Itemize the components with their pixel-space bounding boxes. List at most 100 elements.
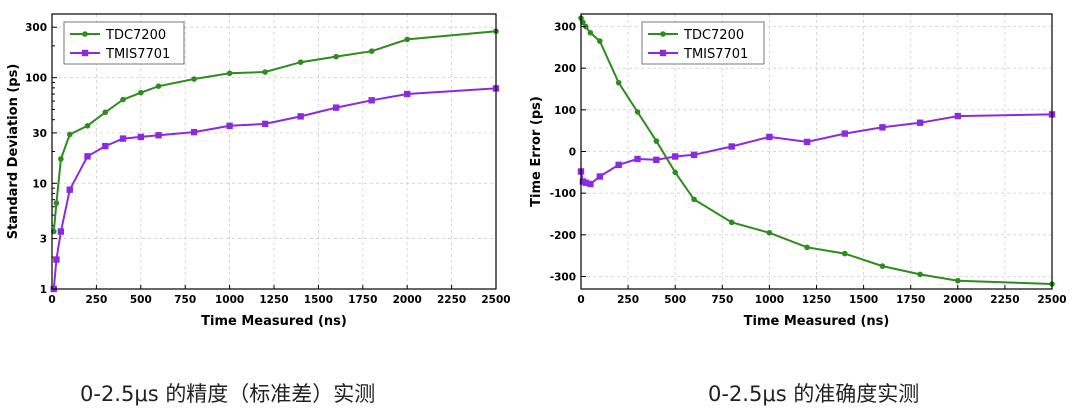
x-tick-label: 2500 — [481, 294, 510, 306]
data-point-tdc7200 — [728, 219, 735, 226]
y-tick-label: 200 — [554, 63, 576, 75]
data-point-tdc7200 — [262, 69, 268, 75]
x-tick-label: 1000 — [755, 294, 784, 306]
data-point-tmis7701 — [634, 155, 641, 163]
y-tick-label: 30 — [32, 128, 47, 140]
data-point-tmis7701 — [57, 228, 65, 235]
data-point-tdc7200 — [691, 196, 697, 203]
data-point-tdc7200 — [155, 83, 162, 89]
charts-canvas: 0 250 500 750 1000 1250 1500 1750 2000 2250 250013… — [6, 13, 1067, 329]
data-point-tmis7701 — [53, 256, 60, 263]
data-point-tmis7701 — [582, 179, 589, 186]
x-tick-label: 2500 — [1037, 294, 1066, 306]
y-tick-label: 100 — [554, 105, 576, 117]
data-point-tmis7701 — [137, 133, 144, 141]
y-axis-label: Time Error (ps) — [529, 96, 544, 207]
data-point-tmis7701 — [102, 142, 109, 150]
x-tick-label: 1000 — [215, 294, 244, 306]
data-point-tdc7200 — [191, 76, 197, 82]
data-point-tmis7701 — [226, 122, 233, 130]
x-tick-label: 1750 — [348, 294, 377, 306]
legend-label-tmis7701: TMIS7701 — [683, 47, 748, 62]
legend-label-tdc7200: TDC7200 — [105, 28, 166, 43]
data-point-tdc7200 — [333, 53, 339, 60]
data-point-tmis7701 — [653, 156, 660, 164]
x-tick-label: 0 — [577, 294, 584, 306]
y-tick-label: -200 — [550, 230, 576, 242]
legend-box — [641, 21, 765, 65]
data-point-tmis7701 — [155, 132, 162, 139]
data-point-tdc7200 — [766, 229, 773, 236]
legend-label-tmis7701: TMIS7701 — [105, 47, 170, 62]
data-point-tmis7701 — [672, 153, 679, 160]
data-point-tdc7200 — [58, 156, 64, 162]
x-tick-label: 1500 — [849, 294, 878, 306]
data-point-tdc7200 — [653, 138, 660, 144]
data-point-tmis7701 — [879, 124, 886, 131]
data-point-tdc7200 — [297, 59, 304, 65]
data-point-tdc7200 — [368, 48, 375, 54]
data-point-tdc7200 — [66, 131, 73, 138]
y-tick-label: 300 — [554, 22, 576, 34]
data-point-tdc7200 — [138, 89, 144, 96]
legend-label-tdc7200: TDC7200 — [683, 28, 744, 43]
data-point-tdc7200 — [672, 169, 678, 176]
data-point-tdc7200 — [804, 244, 810, 251]
data-point-tdc7200 — [587, 29, 594, 36]
legend-marker-tmis7701 — [81, 49, 89, 57]
data-point-tmis7701 — [728, 143, 735, 150]
caption-accuracy: 0-2.5μs 的准确度实测 — [708, 382, 920, 406]
data-point-tmis7701 — [119, 135, 127, 142]
y-axis-label: Standard Deviation (ps) — [6, 64, 21, 240]
x-axis-label: Time Measured (ns) — [744, 314, 890, 329]
chart-time-error: 0 250 500 750 1000 1250 1500 1750 2000 2250 250030… — [529, 13, 1067, 329]
data-point-tmis7701 — [190, 128, 198, 136]
data-point-tmis7701 — [690, 151, 698, 159]
y-tick-label: 3 — [40, 234, 47, 246]
data-point-tdc7200 — [955, 277, 961, 284]
x-tick-label: 1250 — [802, 294, 831, 306]
data-point-tdc7200 — [226, 70, 233, 77]
x-tick-label: 2250 — [437, 294, 466, 306]
x-tick-label: 2000 — [943, 294, 972, 306]
x-tick-label: 1750 — [896, 294, 925, 306]
data-point-tmis7701 — [803, 138, 811, 146]
x-tick-label: 250 — [85, 294, 107, 306]
data-point-tdc7200 — [597, 38, 603, 44]
x-tick-label: 500 — [664, 294, 686, 306]
data-point-tmis7701 — [954, 112, 961, 120]
data-point-tmis7701 — [261, 120, 269, 128]
data-point-tdc7200 — [404, 36, 411, 43]
x-tick-label: 2250 — [990, 294, 1019, 306]
data-point-tmis7701 — [368, 97, 375, 104]
data-point-tdc7200 — [53, 200, 60, 206]
data-point-tdc7200 — [841, 250, 848, 257]
caption-precision: 0-2.5μs 的精度（标准差）实测 — [80, 382, 376, 406]
data-point-tmis7701 — [297, 113, 304, 120]
data-point-tmis7701 — [596, 173, 604, 180]
data-point-tmis7701 — [841, 130, 848, 137]
x-tick-label: 2000 — [393, 294, 422, 306]
series-line-tmis7701 — [52, 87, 497, 290]
x-tick-label: 750 — [174, 294, 196, 306]
x-tick-label: 0 — [48, 294, 55, 306]
data-point-tdc7200 — [120, 96, 126, 103]
data-point-tmis7701 — [587, 180, 594, 188]
data-point-tmis7701 — [916, 119, 924, 126]
data-point-tdc7200 — [634, 109, 641, 115]
legend-marker-tmis7701 — [659, 49, 667, 57]
x-tick-label: 250 — [617, 294, 639, 306]
y-tick-label: -100 — [550, 188, 576, 200]
x-tick-label: 500 — [130, 294, 152, 306]
data-point-tdc7200 — [102, 109, 109, 116]
y-tick-label: 300 — [25, 22, 47, 34]
y-tick-label: 10 — [32, 178, 47, 190]
x-tick-label: 1500 — [304, 294, 333, 306]
data-point-tmis7701 — [766, 133, 773, 141]
data-point-tmis7701 — [332, 104, 340, 111]
x-axis-label: Time Measured (ns) — [201, 314, 347, 329]
data-point-tdc7200 — [917, 271, 923, 278]
data-point-tmis7701 — [404, 90, 411, 98]
chart-standard-deviation: 0 250 500 750 1000 1250 1500 1750 2000 2250 2500 1 3… — [6, 13, 511, 329]
legend-marker-tdc7200 — [82, 31, 88, 37]
